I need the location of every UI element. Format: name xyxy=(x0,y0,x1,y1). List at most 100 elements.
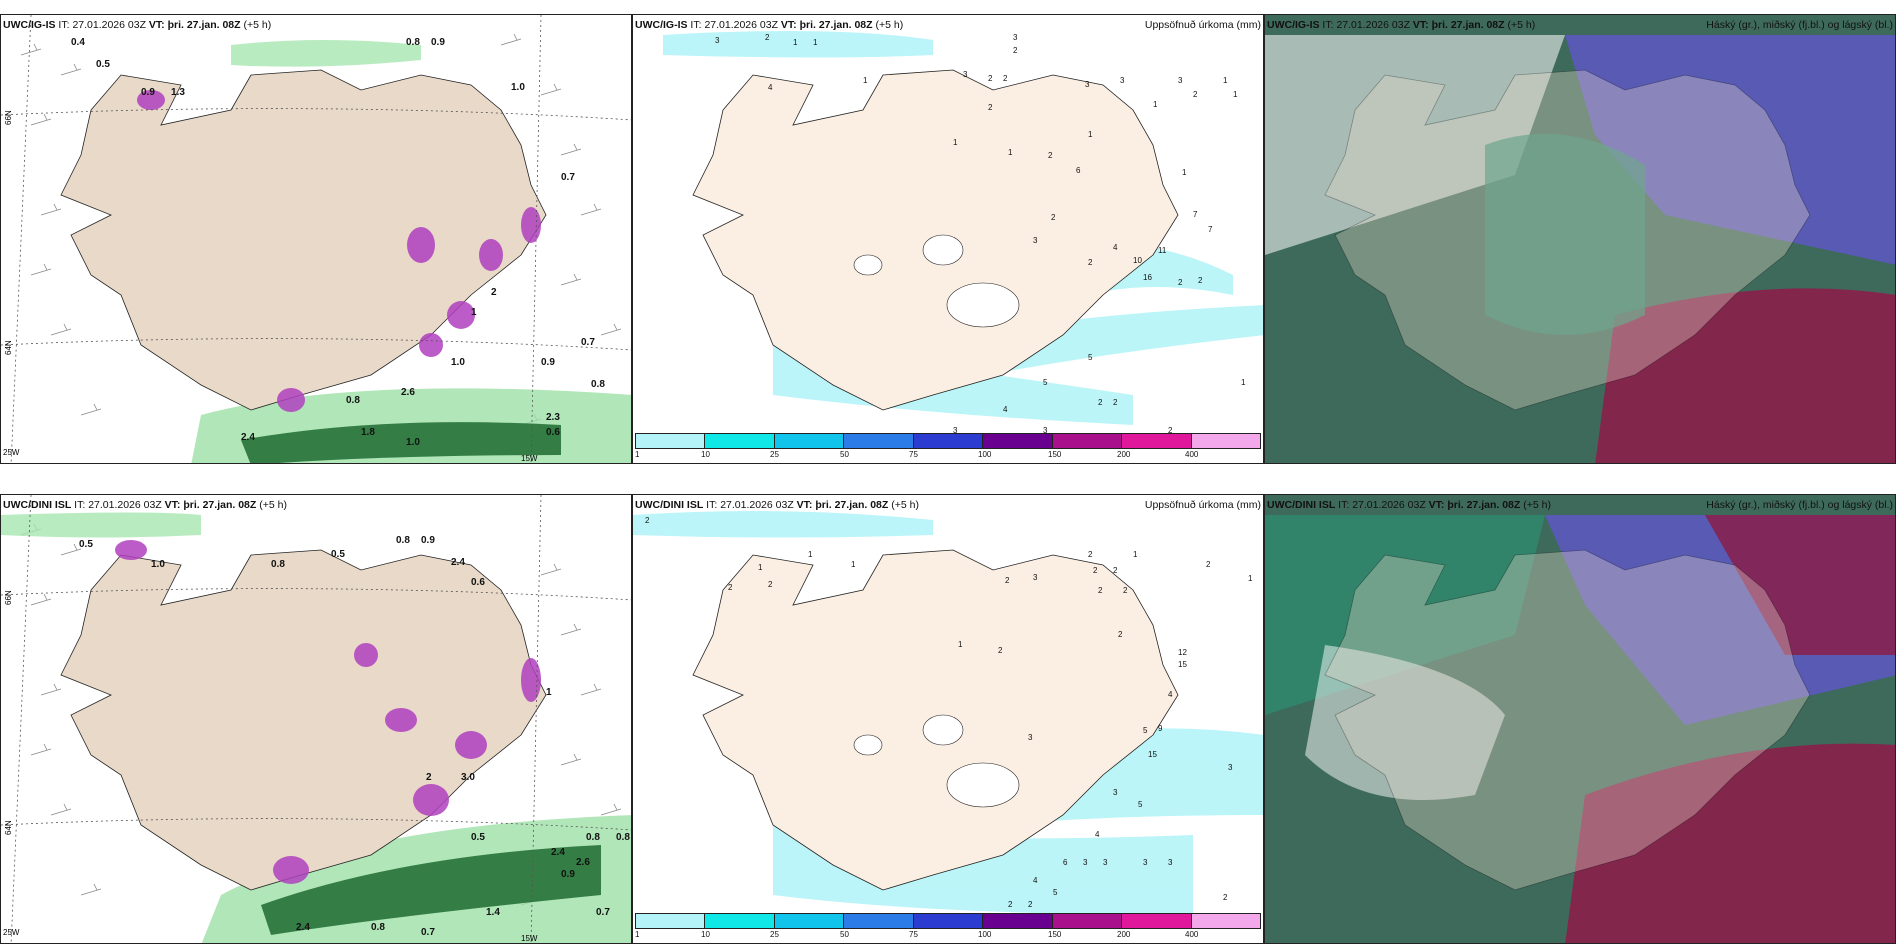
svg-text:1: 1 xyxy=(1182,168,1187,177)
svg-text:0.7: 0.7 xyxy=(596,907,610,918)
it-label: IT: xyxy=(690,19,702,31)
svg-text:0.8: 0.8 xyxy=(406,37,420,48)
colorbar-top xyxy=(635,433,1261,449)
glaciers xyxy=(853,714,1020,808)
svg-text:2.4: 2.4 xyxy=(241,432,255,443)
cloud-title: Háský (gr.), miðský (fj.bl.) og lágský (… xyxy=(1706,19,1893,31)
svg-text:0.8: 0.8 xyxy=(346,395,360,406)
colorbar-tick: 1 xyxy=(635,450,640,459)
svg-text:2: 2 xyxy=(1113,566,1118,575)
vt-label: VT: xyxy=(148,19,165,31)
panel-precip-top: 3 2 1 1 2 3 4 1 3 2 2 3 3 3 2 1 1 1 2 1 … xyxy=(632,14,1264,464)
svg-text:16: 16 xyxy=(1143,273,1152,282)
svg-text:2: 2 xyxy=(1005,576,1010,585)
vt-label: VT: xyxy=(1428,499,1445,511)
svg-text:4: 4 xyxy=(1003,405,1008,414)
purple-cells xyxy=(137,90,541,412)
lat-label-66: 66N xyxy=(4,590,13,605)
svg-text:0.8: 0.8 xyxy=(271,559,285,570)
svg-text:2: 2 xyxy=(1051,213,1056,222)
model-name: UWC/DINI ISL xyxy=(635,499,704,511)
svg-text:6: 6 xyxy=(1063,858,1068,867)
colorbar-tick: 75 xyxy=(909,930,918,939)
svg-text:1: 1 xyxy=(958,640,963,649)
panel-wind-bottom: 66N 64N 25W 15W 0.5 1.0 0.8 0.5 0.8 2.4 … xyxy=(0,494,632,944)
svg-text:3: 3 xyxy=(1103,858,1108,867)
colorbar-swatch xyxy=(913,914,984,928)
svg-text:2: 2 xyxy=(988,103,993,112)
svg-text:1: 1 xyxy=(1088,130,1093,139)
svg-text:5: 5 xyxy=(1088,353,1093,362)
svg-text:3.0: 3.0 xyxy=(461,772,475,783)
svg-text:2: 2 xyxy=(491,287,497,298)
land-iceland xyxy=(60,69,547,411)
svg-text:3: 3 xyxy=(1143,858,1148,867)
svg-text:3: 3 xyxy=(1228,763,1233,772)
header-cloud-top: UWC/IG-IS IT: 27.01.2026 03Z VT: þri. 27… xyxy=(1267,19,1535,31)
lead-time: (+5 h) xyxy=(875,19,904,31)
colorbar-swatch xyxy=(705,434,775,448)
wind-map-top: 66N 64N 25W 15W 0.4 0.5 0.8 0.9 1.0 0.7 … xyxy=(1,15,631,463)
svg-text:1.0: 1.0 xyxy=(151,559,165,570)
panel-wind-top: 66N 64N 25W 15W 0.4 0.5 0.8 0.9 1.0 0.7 … xyxy=(0,14,632,464)
lat-label-64: 64N xyxy=(4,820,13,835)
svg-text:0.7: 0.7 xyxy=(421,927,435,938)
header-cloud-bottom: UWC/DINI ISL IT: 27.01.2026 03Z VT: þri.… xyxy=(1267,499,1551,511)
svg-text:1.0: 1.0 xyxy=(406,437,420,448)
svg-text:1: 1 xyxy=(813,38,818,47)
svg-text:2: 2 xyxy=(426,772,432,783)
svg-text:2: 2 xyxy=(728,583,733,592)
colorbar-tick: 100 xyxy=(978,930,992,939)
it-value: 27.01.2026 03Z xyxy=(704,19,778,31)
colorbar-tick: 75 xyxy=(909,450,918,459)
svg-text:4: 4 xyxy=(1168,690,1173,699)
svg-text:0.9: 0.9 xyxy=(141,87,155,98)
svg-text:2: 2 xyxy=(1098,586,1103,595)
svg-text:4: 4 xyxy=(1113,243,1118,252)
land-iceland xyxy=(1324,549,1811,891)
svg-text:0.5: 0.5 xyxy=(79,539,93,550)
svg-text:0.9: 0.9 xyxy=(421,535,435,546)
colorbar-tick: 10 xyxy=(701,450,710,459)
lat-label-66: 66N xyxy=(4,110,13,125)
colorbar-swatch xyxy=(1052,914,1123,928)
svg-text:0.8: 0.8 xyxy=(371,922,385,933)
svg-text:9: 9 xyxy=(1158,724,1163,733)
lat-lon-grid xyxy=(1,15,631,463)
lon-label-15: 15W xyxy=(521,454,538,463)
colorbar-bottom xyxy=(635,913,1261,929)
svg-text:0.9: 0.9 xyxy=(541,357,555,368)
it-value: 27.01.2026 03Z xyxy=(1336,19,1410,31)
svg-text:2: 2 xyxy=(1013,46,1018,55)
svg-text:2: 2 xyxy=(1113,398,1118,407)
svg-text:2: 2 xyxy=(1206,560,1211,569)
wind-values: 0.5 1.0 0.8 0.5 0.8 2.4 0.9 0.6 0.5 2.4 … xyxy=(79,535,630,938)
svg-text:0.7: 0.7 xyxy=(581,337,595,348)
wind-map-bottom: 66N 64N 25W 15W 0.5 1.0 0.8 0.5 0.8 2.4 … xyxy=(1,495,631,943)
vt-label: VT: xyxy=(780,19,797,31)
svg-text:2.4: 2.4 xyxy=(451,557,465,568)
it-value: 27.01.2026 03Z xyxy=(720,499,794,511)
svg-text:0.8: 0.8 xyxy=(396,535,410,546)
lead-time: (+5 h) xyxy=(891,499,919,511)
colorbar-ticks-top: 1 10 25 50 75 100 150 200 400 xyxy=(635,450,1261,462)
colorbar-swatch xyxy=(1191,434,1260,448)
svg-text:0.8: 0.8 xyxy=(616,832,630,843)
vt-value: þri. 27.jan. 08Z xyxy=(183,499,257,511)
svg-text:1.3: 1.3 xyxy=(171,87,185,98)
svg-text:2: 2 xyxy=(1093,566,1098,575)
colorbar-swatch xyxy=(1122,434,1192,448)
svg-text:2: 2 xyxy=(1028,900,1033,909)
svg-text:4: 4 xyxy=(1095,830,1100,839)
colorbar-tick: 200 xyxy=(1117,930,1131,939)
svg-text:3: 3 xyxy=(1085,80,1090,89)
cloud-title: Háský (gr.), miðský (fj.bl.) og lágský (… xyxy=(1706,499,1893,511)
svg-text:2: 2 xyxy=(988,74,993,83)
colorbar-swatch xyxy=(705,914,775,928)
svg-text:1: 1 xyxy=(546,687,552,698)
svg-text:3: 3 xyxy=(1113,788,1118,797)
svg-text:2: 2 xyxy=(1008,900,1013,909)
svg-text:5: 5 xyxy=(1053,888,1058,897)
svg-text:1: 1 xyxy=(1133,550,1138,559)
green-precip-band-dark xyxy=(241,422,561,463)
